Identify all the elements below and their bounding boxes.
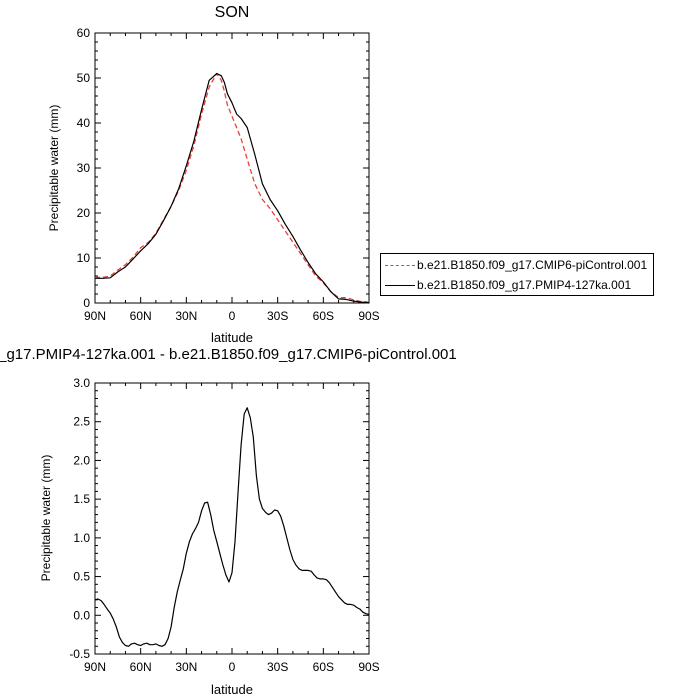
x-tick-label: 90S (358, 309, 379, 323)
x-tick-label: 30N (175, 660, 197, 674)
legend-swatch-pmip4 (385, 285, 415, 286)
x-tick-label: 90S (358, 660, 379, 674)
legend-entry-picontrol: b.e21.B1850.f09_g17.CMIP6-piControl.001 (381, 256, 653, 276)
top-series-lines (95, 72, 370, 304)
y-tick-label: 30 (77, 161, 91, 175)
y-tick-label: 40 (77, 116, 91, 130)
legend-entry-pmip4: b.e21.B1850.f09_g17.PMIP4-127ka.001 (381, 276, 653, 296)
top-y-axis-label: Precipitable water (mm) (47, 105, 61, 232)
x-tick-label: 60S (313, 660, 334, 674)
y-tick-label: 0.0 (73, 608, 90, 622)
y-tick-label: 20 (77, 206, 91, 220)
x-tick-label: 0 (229, 660, 236, 674)
top-panel: SON 90N 60N 30N 0 30S 60S 90S 0 10 20 30 40 50 60 lat… (47, 4, 380, 345)
y-tick-label: 3.0 (73, 376, 90, 390)
bottom-axis-ticks: 90N 60N 30N 0 30S 60S 90S -0.5 0.0 0.5 1.0 1.5 2.0 2.… (69, 376, 379, 674)
series-line-0 (95, 72, 370, 303)
top-legend: b.e21.B1850.f09_g17.CMIP6-piControl.001 … (380, 253, 654, 296)
x-tick-label: 60N (130, 660, 152, 674)
y-tick-label: 10 (77, 251, 91, 265)
x-tick-label: 30S (267, 309, 288, 323)
y-tick-label: 1.5 (73, 492, 90, 506)
top-plot-frame (94, 32, 370, 304)
x-tick-label: 90N (84, 309, 106, 323)
x-tick-label: 60N (130, 309, 152, 323)
legend-label-pmip4: b.e21.B1850.f09_g17.PMIP4-127ka.001 (417, 278, 632, 292)
series-line-0 (94, 407, 370, 647)
y-tick-label: 0 (83, 296, 90, 310)
bottom-y-axis-label: Precipitable water (mm) (39, 455, 53, 582)
top-x-axis-label: latitude (211, 330, 253, 345)
x-tick-label: 30S (267, 660, 288, 674)
y-tick-label: 2.5 (73, 415, 90, 429)
y-tick-label: 1.0 (73, 531, 90, 545)
bottom-title-window: b.e21.B1850.f09_g17.PMIP4-127ka.001 - b.… (0, 346, 700, 366)
bottom-series-lines (94, 407, 370, 647)
bottom-x-axis-label: latitude (211, 682, 253, 697)
y-tick-label: 0.5 (73, 570, 90, 584)
x-tick-label: 30N (175, 309, 197, 323)
series-line-1 (95, 72, 370, 304)
x-tick-label: 0 (229, 309, 236, 323)
bottom-panel: 90N 60N 30N 0 30S 60S 90S -0.5 0.0 0.5 1.0 1.5 2.0 2.… (39, 376, 380, 697)
legend-swatch-picontrol (385, 265, 415, 266)
bottom-plot-frame (94, 382, 370, 655)
y-tick-label: 50 (77, 71, 91, 85)
x-tick-label: 90N (84, 660, 106, 674)
bottom-chart-title: b.e21.B1850.f09_g17.PMIP4-127ka.001 - b.… (0, 346, 457, 363)
top-axis-ticks: 90N 60N 30N 0 30S 60S 90S 0 10 20 30 40 50 60 (77, 26, 380, 323)
legend-label-picontrol: b.e21.B1850.f09_g17.CMIP6-piControl.001 (417, 258, 648, 272)
x-tick-label: 60S (313, 309, 334, 323)
y-tick-label: 60 (77, 26, 91, 40)
y-tick-label: -0.5 (69, 647, 90, 661)
y-tick-label: 2.0 (73, 453, 90, 467)
top-chart-title: SON (215, 4, 250, 21)
